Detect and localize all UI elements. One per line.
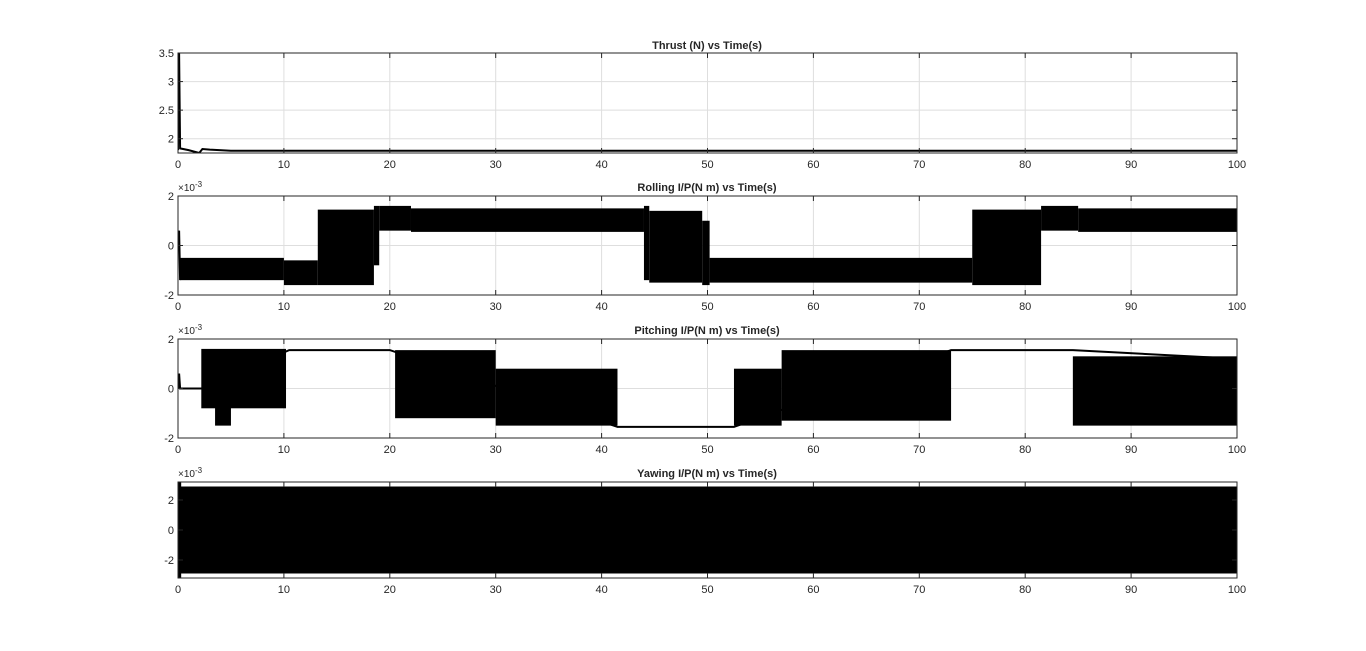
thrust-y-tick-label: 2.5 — [159, 105, 174, 117]
thrust-x-tick-label: 20 — [384, 159, 396, 171]
pitching-x-tick-label: 30 — [490, 444, 502, 456]
pitching-signal-band — [395, 350, 496, 419]
rolling-x-tick-label: 100 — [1228, 301, 1246, 313]
thrust-signal-line — [178, 53, 1237, 153]
rolling-exponent-label: ×10-3 — [178, 180, 203, 194]
yawing-y-tick-label: -2 — [164, 555, 174, 567]
yawing-x-tick-label: 90 — [1125, 584, 1137, 596]
pitching-x-tick-label: 100 — [1228, 444, 1246, 456]
rolling-signal-band — [379, 205, 411, 231]
rolling-signal-band — [649, 210, 703, 283]
rolling-y-tick-label: -2 — [164, 290, 174, 302]
thrust-x-tick-label: 90 — [1125, 159, 1137, 171]
yawing-exponent-label: ×10-3 — [178, 466, 203, 480]
yawing-x-tick-label: 10 — [278, 584, 290, 596]
thrust-x-tick-label: 0 — [175, 159, 181, 171]
pitching-exponent-label: ×10-3 — [178, 323, 203, 337]
thrust-x-tick-label: 70 — [913, 159, 925, 171]
rolling-signal-band — [643, 205, 650, 281]
pitching-x-tick-label: 80 — [1019, 444, 1031, 456]
pitching-signal-band — [215, 388, 231, 426]
yawing-x-tick-label: 60 — [807, 584, 819, 596]
pitching-x-tick-label: 0 — [175, 444, 181, 456]
pitching-x-tick-label: 60 — [807, 444, 819, 456]
yawing-x-tick-label: 0 — [175, 584, 181, 596]
pitching-signal-band — [1072, 356, 1237, 426]
yawing-y-tick-label: 0 — [168, 525, 174, 537]
rolling-signal-band — [702, 220, 710, 286]
yawing-x-tick-label: 40 — [595, 584, 607, 596]
rolling-x-tick-label: 0 — [175, 301, 181, 313]
thrust-x-tick-label: 100 — [1228, 159, 1246, 171]
rolling-plot-title: Rolling I/P(N m) vs Time(s) — [637, 182, 776, 194]
rolling-y-tick-label: 0 — [168, 241, 174, 253]
pitching-y-tick-label: 2 — [168, 334, 174, 346]
yawing-signal-band — [178, 486, 1237, 574]
yawing-y-tick-label: 2 — [168, 495, 174, 507]
pitching-x-tick-label: 10 — [278, 444, 290, 456]
yawing-x-tick-label: 70 — [913, 584, 925, 596]
thrust-x-tick-label: 10 — [278, 159, 290, 171]
rolling-x-tick-label: 90 — [1125, 301, 1137, 313]
yawing-x-tick-label: 30 — [490, 584, 502, 596]
rolling-signal-band — [317, 209, 374, 286]
thrust-subplot: 0 10 20 30 40 50 60 70 80 90 100 2 2.5 3 3.5 Thrust (N)… — [159, 40, 1246, 171]
thrust-y-tick-label: 3 — [168, 77, 174, 89]
yawing-data-layer — [178, 482, 1237, 578]
yawing-plot-title: Yawing I/P(N m) vs Time(s) — [637, 468, 777, 480]
yawing-x-tick-label: 50 — [701, 584, 713, 596]
rolling-signal-band — [283, 260, 318, 286]
thrust-data-layer — [178, 53, 1237, 153]
yawing-x-tick-label: 20 — [384, 584, 396, 596]
yawing-x-tick-label: 80 — [1019, 584, 1031, 596]
pitching-x-tick-label: 40 — [595, 444, 607, 456]
pitching-plot-title: Pitching I/P(N m) vs Time(s) — [634, 325, 780, 337]
rolling-signal-band — [1078, 208, 1237, 232]
pitching-data-layer — [178, 348, 1237, 428]
thrust-y-tick-label: 2 — [168, 134, 174, 146]
rolling-data-layer — [178, 205, 1237, 286]
pitching-signal-band — [781, 350, 952, 421]
thrust-x-tick-label: 80 — [1019, 159, 1031, 171]
rolling-y-tick-label: 2 — [168, 191, 174, 203]
pitching-signal-band — [495, 368, 618, 426]
thrust-x-tick-label: 30 — [490, 159, 502, 171]
pitching-x-tick-label: 50 — [701, 444, 713, 456]
thrust-x-tick-label: 40 — [595, 159, 607, 171]
rolling-signal-band — [410, 208, 644, 232]
pitching-x-tick-label: 70 — [913, 444, 925, 456]
thrust-x-tick-label: 60 — [807, 159, 819, 171]
thrust-plot-title: Thrust (N) vs Time(s) — [652, 40, 762, 52]
rolling-signal-band — [1041, 205, 1079, 231]
pitching-x-tick-label: 20 — [384, 444, 396, 456]
rolling-signal-band — [373, 205, 380, 266]
pitching-y-tick-label: 0 — [168, 384, 174, 396]
rolling-x-tick-label: 80 — [1019, 301, 1031, 313]
thrust-x-tick-label: 50 — [701, 159, 713, 171]
pitching-signal-line — [178, 349, 1237, 428]
pitching-y-tick-label: -2 — [164, 433, 174, 445]
yawing-subplot: 0 10 20 30 40 50 60 70 80 90 100 -2 0 2 Yawing I/P(N m… — [164, 466, 1246, 596]
rolling-x-tick-label: 40 — [595, 301, 607, 313]
rolling-x-tick-label: 60 — [807, 301, 819, 313]
rolling-x-tick-label: 50 — [701, 301, 713, 313]
rolling-signal-band — [709, 257, 973, 283]
thrust-y-tick-label: 3.5 — [159, 48, 174, 60]
rolling-signal-band — [972, 209, 1042, 286]
pitching-x-tick-label: 90 — [1125, 444, 1137, 456]
rolling-signal-band — [180, 257, 284, 281]
yawing-x-tick-label: 100 — [1228, 584, 1246, 596]
rolling-x-tick-label: 30 — [490, 301, 502, 313]
rolling-x-tick-label: 70 — [913, 301, 925, 313]
rolling-x-tick-label: 20 — [384, 301, 396, 313]
rolling-x-tick-label: 10 — [278, 301, 290, 313]
pitching-signal-band — [733, 368, 782, 426]
